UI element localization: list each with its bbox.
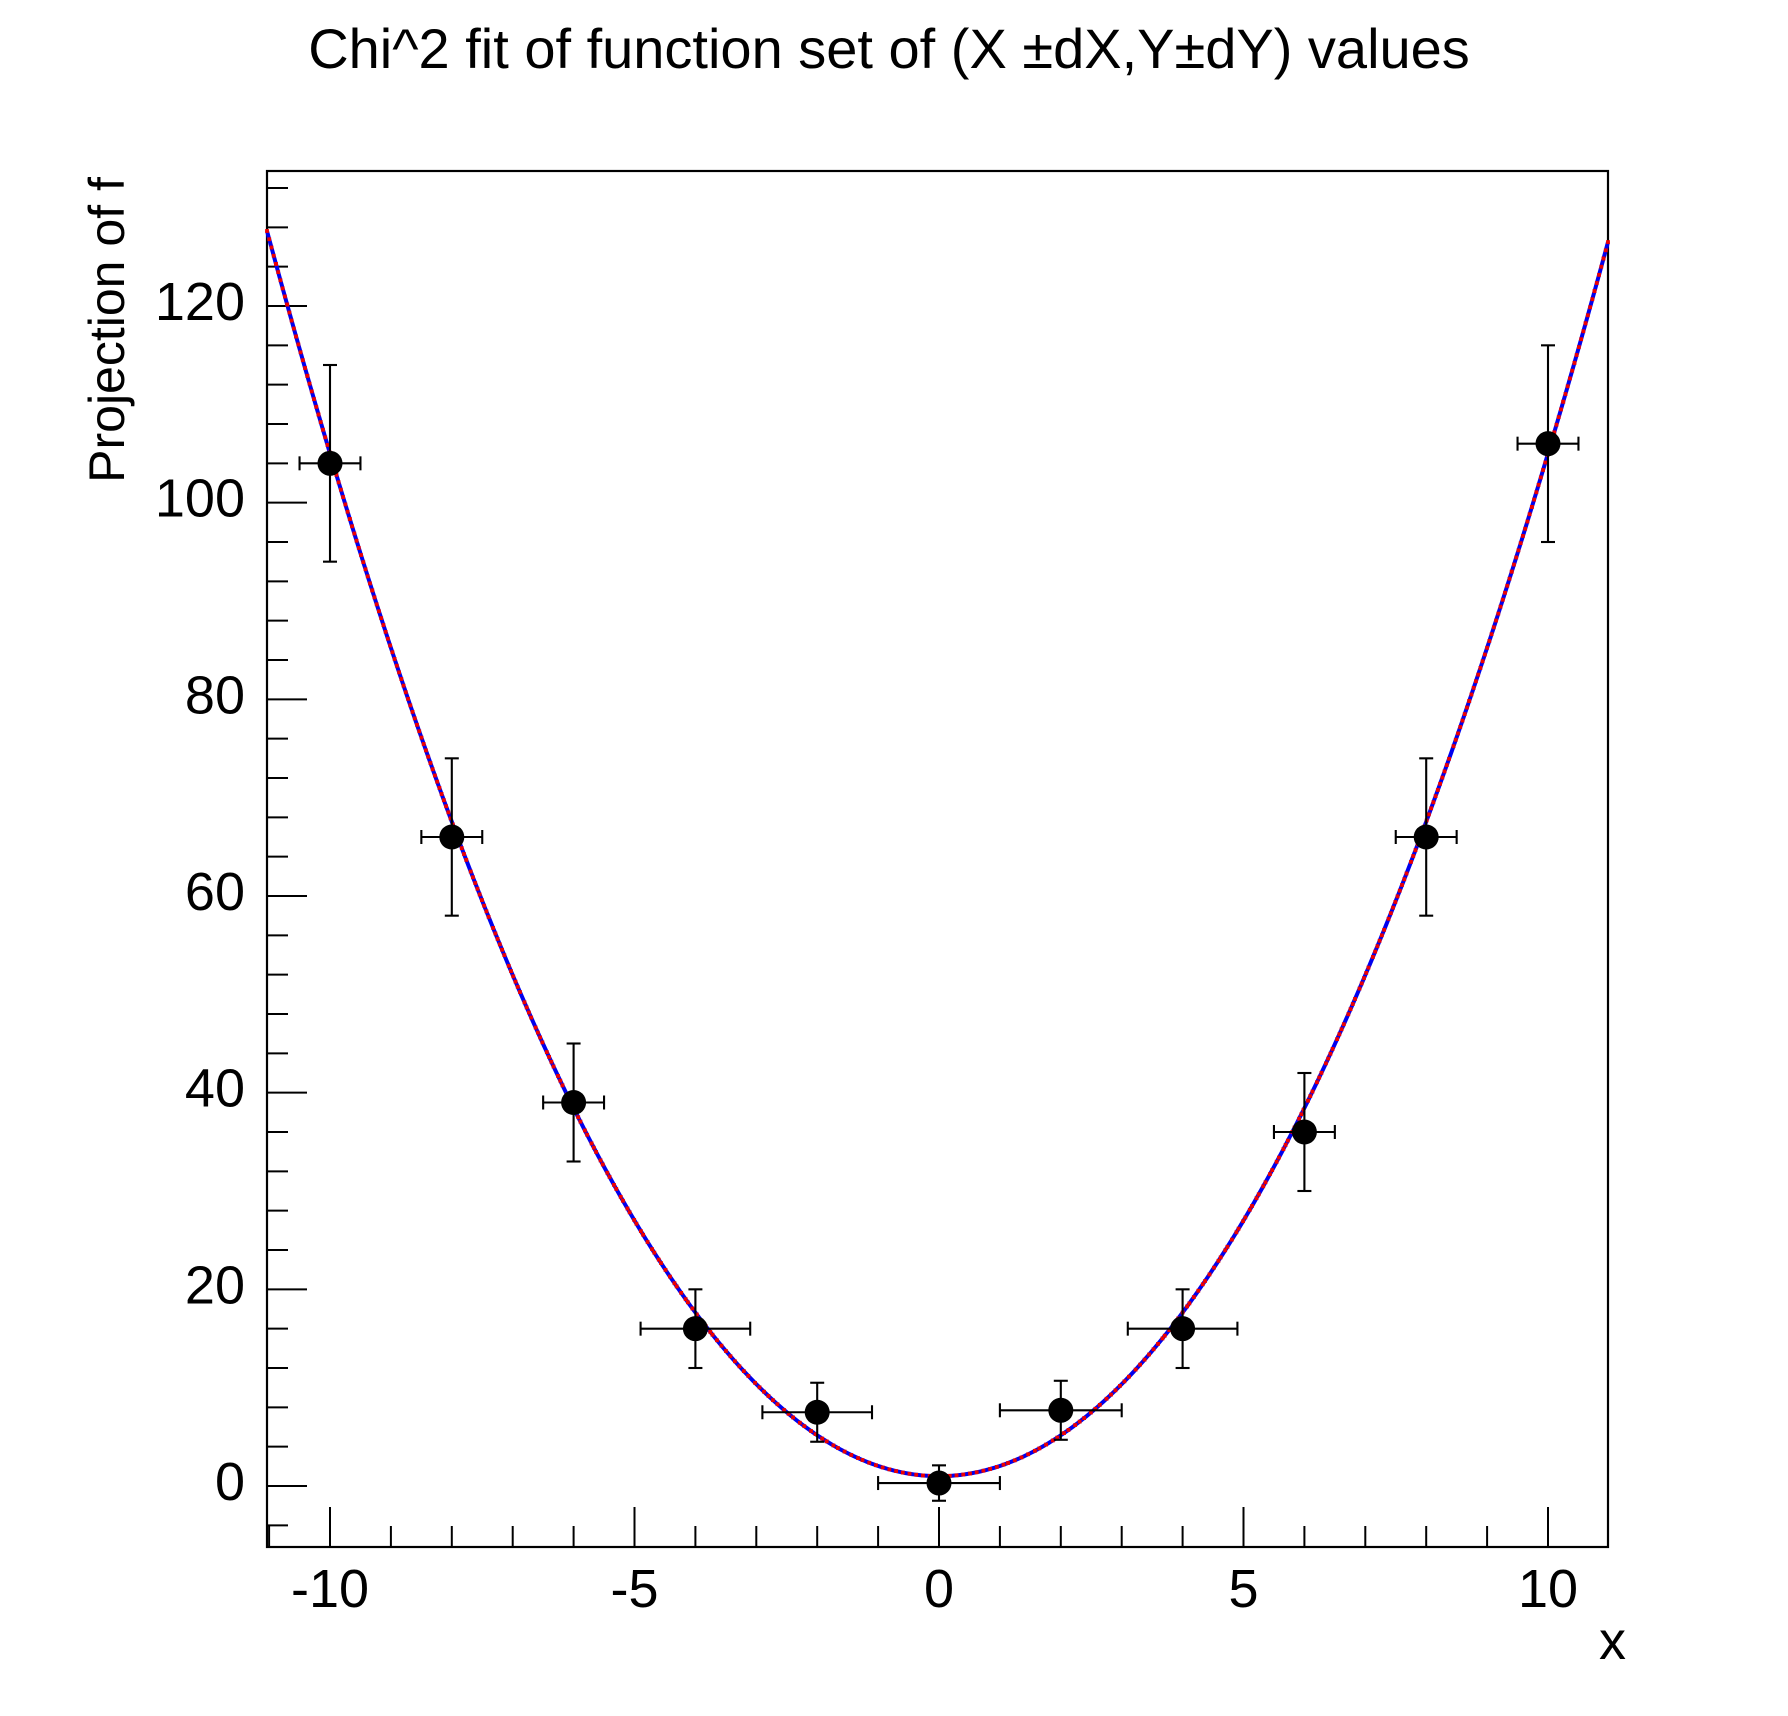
- svg-text:-5: -5: [610, 1559, 658, 1619]
- svg-text:-10: -10: [291, 1559, 369, 1619]
- svg-text:80: 80: [185, 665, 245, 725]
- svg-text:120: 120: [155, 272, 245, 332]
- svg-text:20: 20: [185, 1255, 245, 1315]
- svg-text:Projection of f: Projection of f: [79, 177, 135, 483]
- svg-text:Chi^2 fit of function set of (: Chi^2 fit of function set of (X ±dX,Y±dY…: [308, 17, 1470, 80]
- svg-text:0: 0: [924, 1559, 954, 1619]
- svg-text:40: 40: [185, 1059, 245, 1119]
- svg-text:x: x: [1599, 1611, 1626, 1671]
- svg-text:5: 5: [1228, 1559, 1258, 1619]
- svg-text:0: 0: [215, 1452, 245, 1512]
- svg-text:10: 10: [1518, 1559, 1578, 1619]
- svg-text:60: 60: [185, 862, 245, 922]
- svg-text:100: 100: [155, 469, 245, 529]
